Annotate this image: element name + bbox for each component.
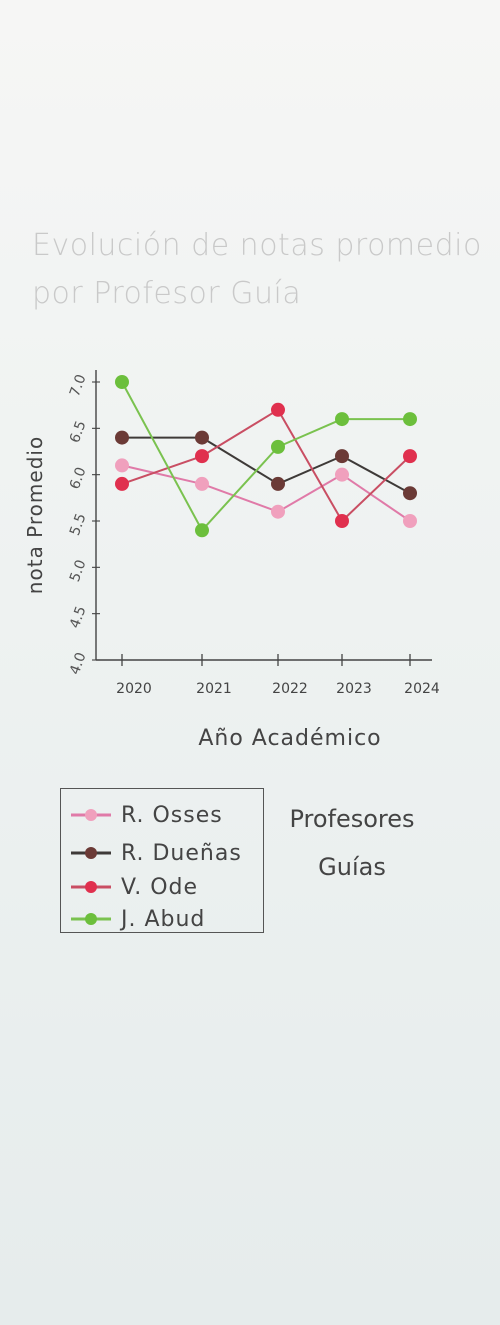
- legend-marker-icon: [71, 847, 111, 859]
- x-tick-label: 2020: [116, 681, 152, 697]
- series-line-1: [122, 436, 411, 495]
- y-tick-label: 6.5: [67, 419, 90, 445]
- data-point: [115, 430, 129, 445]
- data-point: [403, 412, 417, 427]
- chart-title-line-2: por Profesor Guía: [32, 276, 302, 311]
- x-tick-label: 2024: [404, 681, 440, 697]
- legend-marker-icon: [71, 913, 111, 925]
- data-point: [271, 476, 285, 491]
- data-point: [271, 402, 285, 417]
- y-tick-label: 4.0: [67, 650, 90, 676]
- legend-label: R. Dueñas: [121, 840, 242, 866]
- data-point: [403, 514, 417, 528]
- y-tick-label: 7.0: [67, 372, 90, 398]
- data-point: [271, 504, 285, 519]
- data-point: [335, 514, 349, 528]
- y-tick-label: 5.5: [67, 511, 90, 537]
- data-point: [195, 449, 209, 464]
- legend-marker-icon: [71, 881, 111, 893]
- legend-label: V. Ode: [121, 874, 199, 900]
- legend-label: J. Abud: [121, 906, 206, 932]
- axes: [92, 370, 432, 666]
- series-line-2: [121, 408, 411, 522]
- legend-item-v-ode: V. Ode: [69, 873, 198, 901]
- legend: R. Osses R. Dueñas V. Ode J. Abud: [60, 788, 264, 933]
- legend-item-r-osses: R. Osses: [69, 801, 223, 829]
- legend-item-r-duenas: R. Dueñas: [69, 839, 242, 867]
- x-tick-label: 2022: [272, 681, 308, 697]
- series-lines: [121, 381, 411, 532]
- data-point: [195, 430, 209, 445]
- y-tick-label: 4.5: [67, 604, 90, 630]
- x-axis-label: Año Académico: [198, 726, 381, 751]
- x-tick-label: 2023: [336, 681, 372, 697]
- data-point: [271, 439, 285, 454]
- data-point: [403, 486, 417, 501]
- chart-title-line-1: Evolución de notas promedio: [32, 228, 482, 263]
- legend-title: Profesores Guías: [282, 795, 422, 891]
- data-point: [335, 412, 349, 427]
- data-point: [335, 467, 349, 482]
- legend-item-j-abud: J. Abud: [69, 905, 205, 933]
- data-point: [403, 449, 417, 464]
- tick-labels: 2020 2021 2022 2023 2024 4.0 4.5 5.0 5.5 6.0 6.5 7.…: [67, 372, 440, 697]
- legend-marker-icon: [71, 809, 111, 821]
- x-tick-label: 2021: [196, 681, 232, 697]
- data-point: [115, 375, 129, 389]
- y-tick-label: 5.0: [67, 558, 90, 584]
- chart-title: Evolución de notas promedio por Profesor…: [32, 222, 482, 318]
- data-point: [195, 523, 209, 538]
- y-axis-label: nota Promedio: [23, 436, 47, 594]
- legend-title-line-1: Profesores: [289, 805, 415, 833]
- legend-title-line-2: Guías: [318, 853, 386, 881]
- data-point: [115, 476, 129, 491]
- data-point: [195, 476, 209, 491]
- y-tick-label: 6.0: [67, 465, 90, 491]
- data-point: [115, 458, 129, 473]
- series-points: [115, 375, 417, 538]
- data-point: [335, 449, 349, 464]
- legend-label: R. Osses: [121, 802, 223, 828]
- line-chart: 2020 2021 2022 2023 2024 4.0 4.5 5.0 5.5 6.0 6.5 7.…: [23, 370, 440, 751]
- series-line-0: [121, 464, 411, 522]
